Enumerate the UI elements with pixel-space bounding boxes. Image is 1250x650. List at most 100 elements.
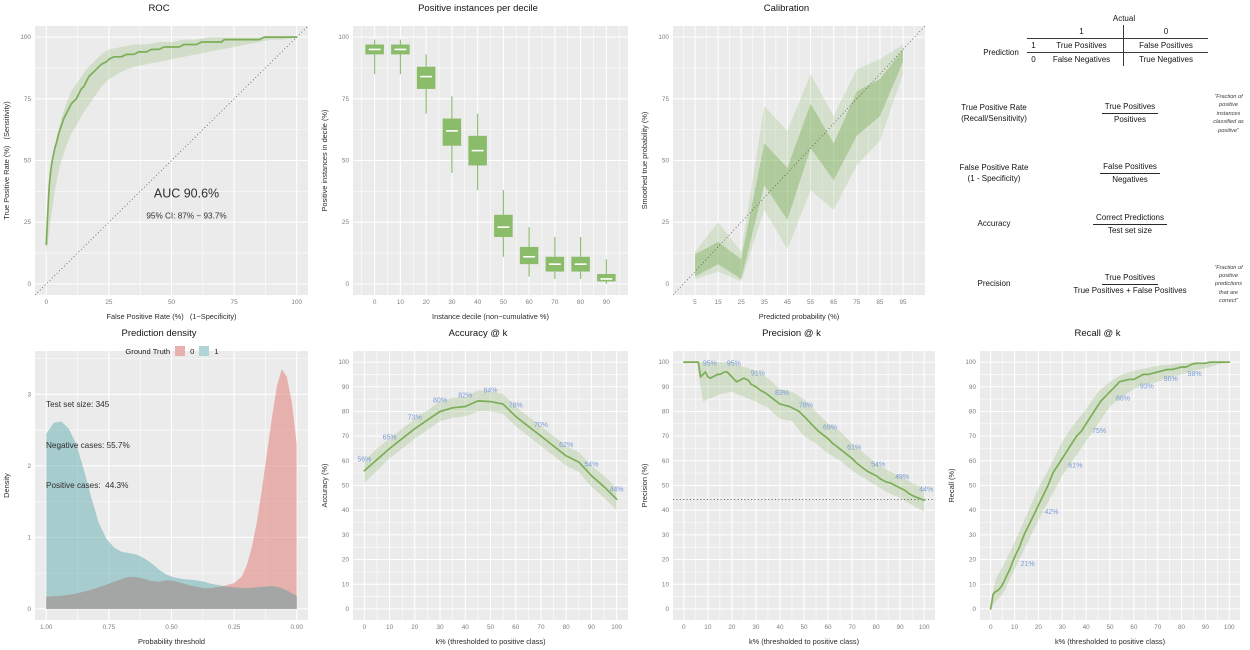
svg-text:30: 30: [436, 624, 444, 631]
svg-text:0: 0: [665, 606, 669, 613]
svg-text:0: 0: [27, 281, 31, 288]
svg-text:30: 30: [969, 532, 977, 539]
svg-text:50: 50: [500, 299, 508, 306]
formula-numerator: Correct Predictions: [1092, 213, 1168, 226]
svg-text:30: 30: [1059, 624, 1067, 631]
svg-text:75%: 75%: [1092, 428, 1106, 435]
density-title: Prediction density: [121, 328, 197, 339]
formula-denominator: Positives: [1113, 115, 1146, 125]
precision-chart: 0 10 20 30 40 50 60 70 80 90 100 0 10 20 30 40 50 60 70 80 9…: [638, 344, 945, 650]
svg-text:80%: 80%: [433, 397, 447, 404]
svg-text:100: 100: [919, 624, 930, 631]
formula-label: Accuracy: [977, 219, 1011, 229]
svg-text:40: 40: [662, 507, 670, 514]
formula-numerator: True Positives: [1101, 102, 1159, 115]
svg-text:54%: 54%: [871, 462, 885, 469]
svg-text:100: 100: [338, 359, 349, 366]
svg-text:78%: 78%: [509, 402, 523, 409]
svg-text:69%: 69%: [823, 425, 837, 432]
svg-text:78%: 78%: [799, 402, 813, 409]
precision-panel: Precision @ k 0 10 20 30 40 50 60 70 80 90 100 0 10 2…: [638, 325, 945, 650]
calibration-chart: 5 15 25 35 45 55 65 75 85 95 0 25 50 75 100 Predicted p…: [638, 19, 935, 325]
svg-text:62%: 62%: [559, 442, 573, 449]
svg-text:50: 50: [800, 624, 808, 631]
svg-text:0: 0: [682, 624, 686, 631]
svg-text:50: 50: [662, 158, 670, 165]
svg-text:Positive instances in decile (: Positive instances in decile (%): [320, 110, 329, 212]
legend-swatch-class0: [175, 346, 186, 356]
svg-text:98%: 98%: [1188, 371, 1202, 378]
formula-numerator: True Positives: [1101, 273, 1159, 285]
svg-text:40: 40: [969, 507, 977, 514]
svg-text:56%: 56%: [357, 457, 371, 464]
svg-text:50: 50: [342, 483, 350, 490]
formula-fraction: True Positives True Positives + False Po…: [1051, 273, 1209, 297]
svg-text:k% (thresholded to positive cl: k% (thresholded to positive class): [749, 637, 859, 646]
svg-text:54%: 54%: [584, 462, 598, 469]
svg-text:21%: 21%: [1021, 561, 1035, 568]
svg-text:75: 75: [853, 299, 861, 306]
svg-text:60: 60: [526, 299, 534, 306]
svg-text:10: 10: [969, 581, 977, 588]
svg-text:70: 70: [849, 624, 857, 631]
metrics-definitions-panel: Actual 1 0 Prediction 1 True Positives F…: [935, 0, 1250, 325]
svg-text:73%: 73%: [408, 415, 422, 422]
formula-numerator: False Positives: [1100, 162, 1160, 175]
svg-text:20: 20: [1035, 624, 1043, 631]
svg-text:20: 20: [728, 624, 736, 631]
svg-text:100: 100: [611, 624, 622, 631]
legend-swatch-class1: [199, 346, 210, 356]
recall-chart: 0 10 20 30 40 50 60 70 80 90 100 0 10 20 30 40 50 60 70 80 9…: [945, 344, 1250, 650]
top-row: ROC 0 25 50 75 100 0 25 50 75 100 False Positive R…: [0, 0, 1250, 325]
formula-label: Precision: [977, 279, 1011, 289]
formula-label: True Positive Rate (Recall/Sensitivity): [961, 103, 1027, 123]
svg-text:Instance decile (non−cumulativ: Instance decile (non−cumulative %): [432, 312, 549, 321]
svg-text:40: 40: [776, 624, 784, 631]
roc-chart: 0 25 50 75 100 0 25 50 75 100 False Positive Rate …: [0, 19, 318, 325]
bottom-row: Prediction density 1.00 0.75 0.50 0.25 0.00 0…: [0, 325, 1250, 650]
svg-text:k% (thresholded to positive cl: k% (thresholded to positive class): [435, 637, 545, 646]
svg-text:95% CI: 87% − 93.7%: 95% CI: 87% − 93.7%: [146, 211, 226, 220]
svg-text:95%: 95%: [727, 360, 741, 367]
svg-text:25: 25: [662, 219, 670, 226]
svg-text:80: 80: [577, 299, 585, 306]
svg-text:Precision (%): Precision (%): [640, 464, 649, 508]
svg-text:20: 20: [342, 557, 350, 564]
svg-text:49%: 49%: [895, 474, 909, 481]
calibration-title: Calibration: [763, 3, 810, 14]
svg-text:Probability threshold: Probability threshold: [138, 637, 205, 646]
svg-text:70: 70: [662, 433, 670, 440]
svg-text:0: 0: [345, 606, 349, 613]
formula-denominator: True Positives + False Positives: [1073, 285, 1187, 295]
svg-text:70: 70: [1154, 624, 1162, 631]
svg-text:70: 70: [342, 433, 350, 440]
svg-text:55: 55: [807, 299, 815, 306]
svg-text:3: 3: [27, 391, 31, 398]
svg-text:100: 100: [20, 34, 31, 41]
svg-text:70: 70: [551, 299, 559, 306]
svg-text:40: 40: [342, 507, 350, 514]
svg-text:25: 25: [105, 299, 113, 306]
formula-true-positive-rate: True Positive Rate (Recall/Sensitivity) …: [941, 93, 1246, 135]
svg-text:90: 90: [603, 299, 611, 306]
svg-text:90: 90: [1202, 624, 1210, 631]
svg-text:15: 15: [715, 299, 723, 306]
svg-text:40: 40: [462, 624, 470, 631]
density-panel: Prediction density 1.00 0.75 0.50 0.25 0.00 0…: [0, 325, 318, 650]
svg-text:0: 0: [989, 624, 993, 631]
svg-text:90: 90: [588, 624, 596, 631]
confusion-matrix-cell-tp: True Positives: [1040, 39, 1124, 53]
svg-text:30: 30: [662, 532, 670, 539]
svg-text:88%: 88%: [1116, 396, 1130, 403]
confusion-matrix-actual-label: Actual: [1112, 14, 1136, 23]
stat-test-set-size: Test set size: 345: [46, 400, 110, 410]
svg-text:2: 2: [27, 463, 31, 470]
svg-text:83%: 83%: [775, 390, 789, 397]
svg-text:70: 70: [537, 624, 545, 631]
svg-text:60: 60: [342, 458, 350, 465]
svg-text:80: 80: [969, 409, 977, 416]
recall-title: Recall @ k: [1074, 328, 1121, 339]
deciles-chart: 0 10 20 30 40 50 60 70 80 90 0 25 50 75 100 Instance de…: [318, 19, 638, 325]
svg-text:Smoothed true probability (%): Smoothed true probability (%): [640, 112, 649, 210]
formula-note: “Fraction of positive instances classifi…: [1213, 94, 1244, 134]
